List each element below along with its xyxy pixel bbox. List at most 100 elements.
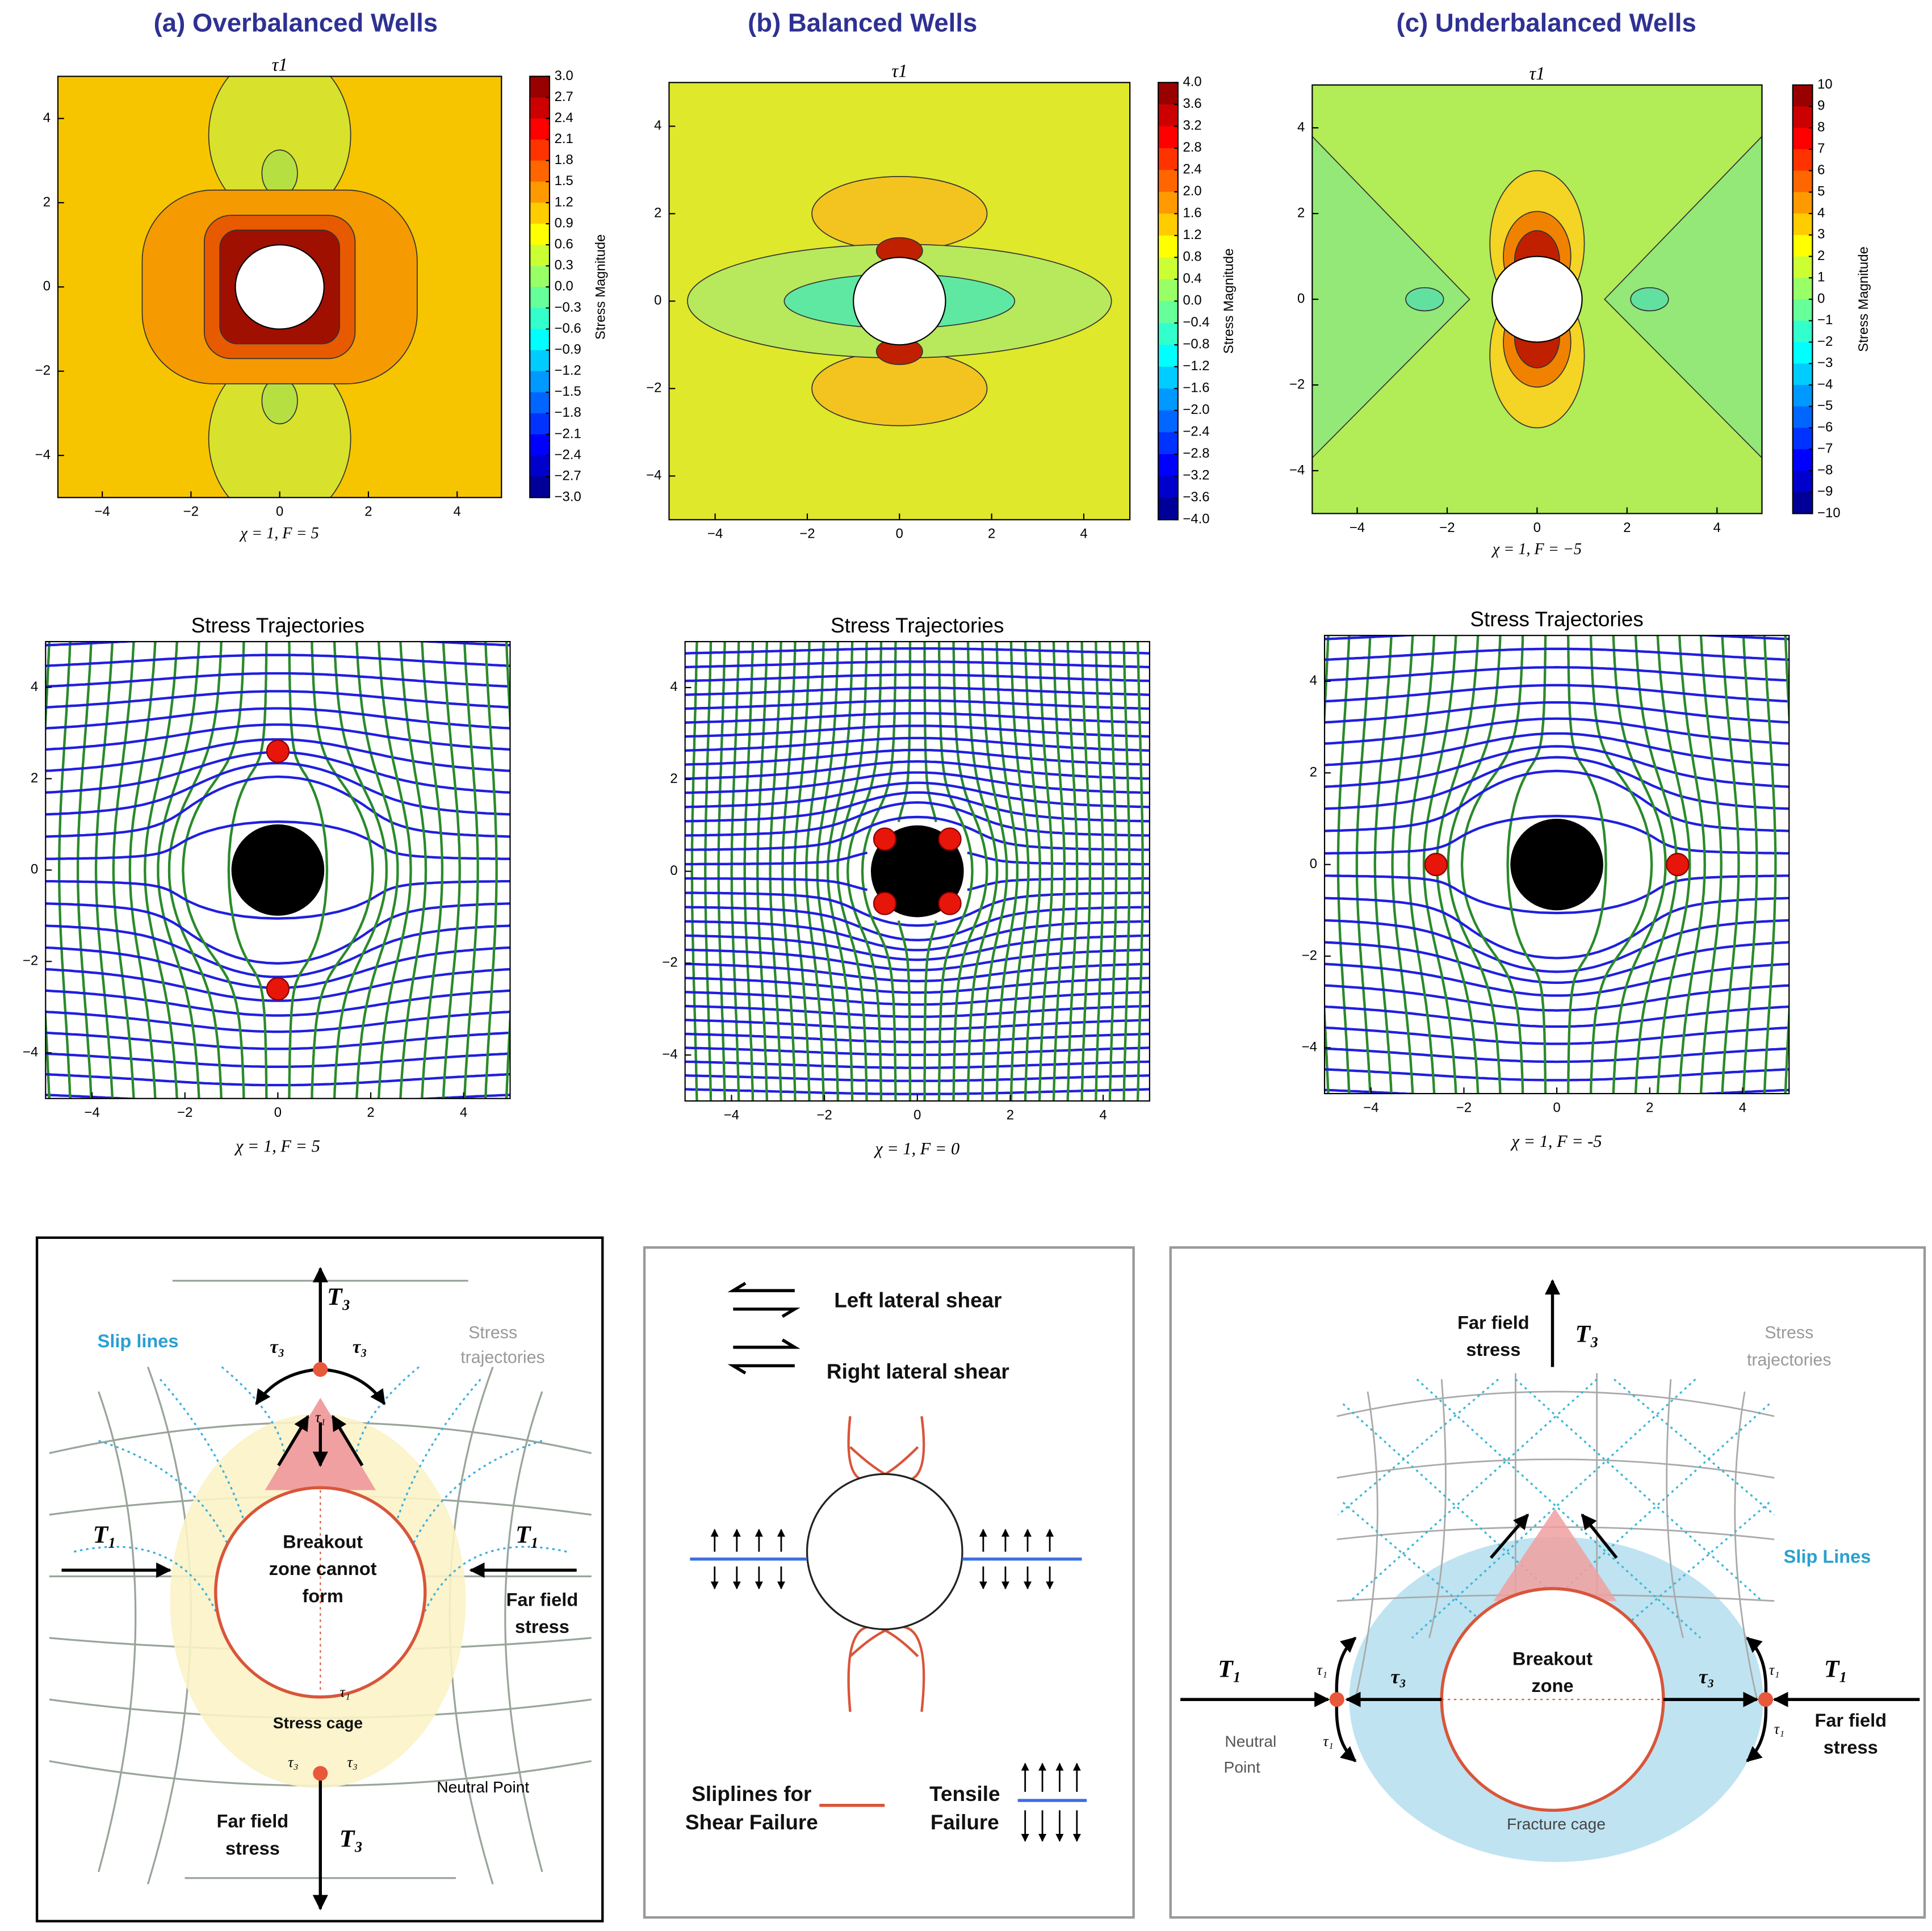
colorbar-segment: [530, 76, 550, 98]
trajectory-line: [45, 707, 510, 730]
trajectory-line: [1325, 984, 1789, 1012]
colorbar-segment: [1792, 128, 1813, 150]
trajectory-line: [20, 592, 30, 1153]
y-tick-label: 4: [1297, 119, 1305, 135]
trajectory-line: [846, 642, 883, 1101]
colorbar-tick-label: 0.0: [555, 279, 573, 294]
colorbar-segment: [1792, 256, 1813, 278]
colorbar-segment: [530, 476, 550, 498]
trajectory-line: [1325, 701, 1789, 724]
plot-title: Stress Trajectories: [191, 614, 364, 637]
wellbore: [231, 824, 325, 916]
label: Slip Lines: [1784, 1546, 1871, 1566]
label: τ₃: [353, 1337, 367, 1358]
colorbar-tick-label: 1: [1817, 270, 1825, 285]
trajectory-line: [1038, 642, 1054, 1101]
trajectory-line: [1325, 1005, 1789, 1028]
x-tick-label: −4: [1350, 520, 1365, 535]
y-tick-label: −4: [662, 1046, 677, 1062]
label: zone cannot: [269, 1559, 377, 1579]
trajectory-line: [1742, 635, 1758, 1094]
trajectory-line: [685, 771, 1150, 794]
colorbar-segment: [1158, 279, 1178, 301]
trajectory-line: [1784, 635, 1789, 1094]
colorbar-tick-label: 2.8: [1183, 140, 1201, 155]
colorbar-tick-label: 8: [1817, 119, 1825, 135]
trajectory-line: [1325, 1047, 1789, 1063]
y-tick-label: 0: [670, 863, 677, 878]
colorbar-tick-label: 0.9: [555, 215, 573, 231]
trajectory-line: [377, 642, 412, 1099]
label: Failure: [931, 1811, 999, 1834]
trajectory-line: [952, 642, 988, 1101]
contour-region: [1312, 135, 1470, 459]
colorbar-tick-label: 2.0: [1183, 183, 1201, 199]
trajectory-line: [836, 642, 868, 1101]
y-tick-label: 2: [654, 206, 661, 221]
plot-title: τ1: [272, 55, 288, 76]
label: Right lateral shear: [827, 1360, 1009, 1383]
y-tick-label: 2: [31, 770, 38, 786]
x-tick-label: 2: [1623, 520, 1631, 535]
colorbar-tick-label: −2: [1817, 334, 1833, 349]
colorbar-tick-label: −2.4: [1183, 424, 1209, 439]
trajectory-line: [1325, 874, 1789, 915]
trajectory-line: [1325, 684, 1789, 703]
label: Far field: [506, 1589, 579, 1610]
colorbar-segment: [530, 371, 550, 393]
colorbar-tick-label: 10: [1817, 77, 1833, 92]
contour-region: [261, 376, 298, 425]
x-tick-label: −4: [85, 1105, 100, 1120]
colorbar-tick-label: −1.6: [1183, 380, 1209, 396]
trajectory-line: [1325, 756, 1789, 810]
tensile-arrows: [710, 1528, 1081, 1842]
labels: Far field stress T₃ Stress trajectories …: [1218, 1312, 1887, 1833]
y-tick-label: −2: [1289, 376, 1305, 392]
trajectory-line: [1721, 635, 1740, 1094]
trajectory-line: [463, 642, 479, 1099]
trajectory-line: [1136, 642, 1144, 1101]
y-tick-label: 4: [1310, 673, 1317, 688]
neutral-point: [938, 891, 962, 915]
label: τ₃: [1391, 1665, 1407, 1687]
colorbar-segment: [1158, 191, 1178, 214]
panel: (c) Underbalanced Wells τ1 −4 −2 0 2 4 4 2 0 −2 −4 χ…: [1289, 8, 1871, 1150]
trajectory-line: [1325, 647, 1789, 661]
trajectory-line: [45, 723, 510, 751]
colorbar-tick-label: −4: [1817, 376, 1833, 392]
trajectory-line: [288, 642, 329, 1099]
trajectory-line: [816, 642, 840, 1101]
colorbar-tick-label: 0.3: [555, 258, 573, 273]
label: Stress cage: [273, 1714, 363, 1732]
wellbore: [234, 244, 325, 330]
trajectory-line: [704, 642, 713, 1101]
trajectory-line: [1325, 665, 1789, 682]
colorbar-tick-label: −6: [1817, 420, 1833, 435]
trajectory-line: [1336, 635, 1351, 1094]
trajectory-line: [685, 686, 1150, 696]
trajectory-line: [45, 989, 510, 1017]
label: τ₁: [1317, 1661, 1327, 1678]
colorbar-tick-label: 1.2: [555, 194, 573, 210]
x-tick-label: 0: [896, 526, 903, 542]
trajectory-line: [805, 642, 825, 1101]
trajectory-line: [76, 642, 93, 1099]
trajectory-line: [685, 920, 1150, 952]
colorbar-tick-label: 2.4: [1183, 162, 1201, 177]
trajectory-line: [1325, 717, 1789, 745]
colorbar-segment: [530, 181, 550, 203]
colorbar-tick-label: −1.2: [555, 363, 581, 378]
x-tick-label: 0: [1553, 1100, 1561, 1115]
trajectory-line: [355, 642, 399, 1099]
trajectory-line: [995, 642, 1019, 1101]
colorbar-tick-label: 3.6: [1183, 96, 1201, 111]
trajectory-line: [685, 1074, 1150, 1082]
trajectory-line: [1325, 897, 1789, 960]
trajectory-line: [1589, 635, 1653, 1094]
colorbar-tick-label: 3.0: [555, 68, 573, 83]
x-tick-label: −4: [724, 1107, 739, 1122]
colorbar-segment: [1792, 342, 1813, 364]
y-tick-label: 2: [1310, 765, 1317, 780]
label: trajectories: [460, 1348, 545, 1367]
trajectory-line: [157, 642, 200, 1099]
